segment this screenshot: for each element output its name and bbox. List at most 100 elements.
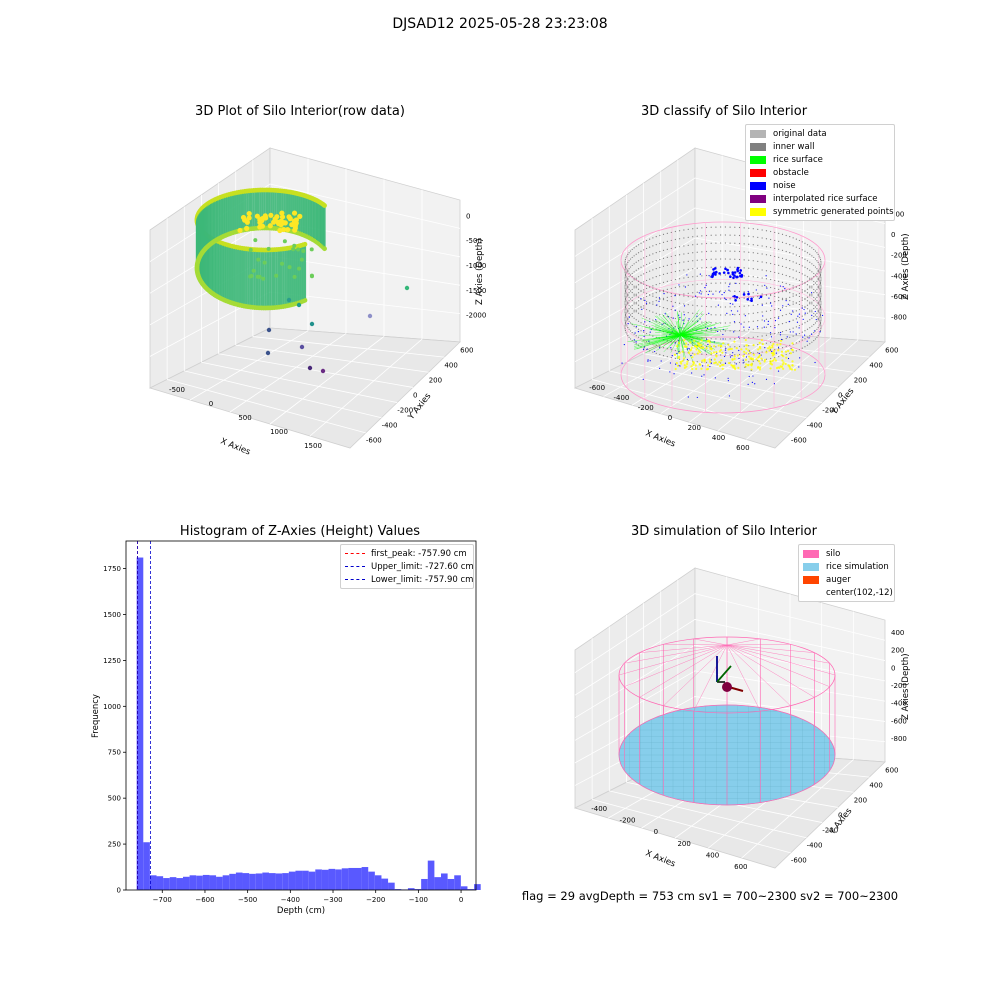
inner-wall-point (628, 284, 630, 286)
symmetric-point (782, 367, 785, 370)
symmetric-point (733, 340, 736, 343)
symmetric-point (763, 360, 766, 363)
inner-wall-point (814, 306, 817, 308)
inner-wall-point (820, 324, 822, 326)
inner-wall-point (659, 282, 661, 285)
inner-wall-point (643, 297, 645, 299)
inner-wall-point (643, 241, 645, 243)
inner-wall-point (820, 276, 822, 278)
inner-wall-point (818, 325, 820, 327)
inner-wall-point (814, 258, 817, 260)
noise-point (709, 276, 711, 278)
inner-wall-point (811, 271, 813, 273)
y-tick-label: 200 (429, 377, 442, 385)
inner-wall-point (692, 228, 694, 230)
inner-wall-point (770, 357, 772, 360)
noise-point (777, 370, 780, 372)
inner-wall-point (637, 284, 640, 286)
symmetric-point (692, 363, 695, 366)
inner-wall-point (729, 354, 731, 356)
inner-wall-point (626, 269, 628, 271)
inner-wall-point (659, 298, 661, 301)
inner-wall-point (798, 308, 801, 311)
inner-wall-point (743, 337, 745, 339)
rice-surface-point (679, 324, 700, 336)
inner-wall-point (683, 253, 685, 255)
symmetric-point (712, 351, 716, 354)
symmetric-point (695, 345, 698, 349)
noise-point (725, 298, 727, 301)
inner-wall-point (631, 323, 633, 326)
noise-point (688, 318, 690, 320)
noise-point (771, 350, 773, 353)
inner-wall-point (804, 306, 806, 308)
inner-wall-point (643, 273, 645, 275)
symmetric-point (777, 366, 780, 369)
inner-wall-point (640, 306, 642, 308)
inner-wall-point (687, 276, 689, 278)
inner-wall-point (652, 335, 654, 337)
inner-wall-point (724, 290, 726, 292)
grid-line (235, 344, 429, 373)
symmetric-point (685, 365, 688, 368)
inner-wall-point (629, 258, 632, 260)
inner-wall-point (655, 252, 657, 254)
inner-wall-point (820, 268, 822, 270)
inner-wall-point (804, 290, 806, 292)
inner-wall-point (678, 310, 681, 312)
surface-point (262, 260, 267, 265)
inner-wall-point (692, 312, 694, 314)
inner-wall-point (625, 331, 627, 333)
inner-wall-point (816, 268, 818, 270)
inner-wall-point (798, 263, 801, 266)
inner-wall-point (809, 301, 811, 303)
symmetric-point (731, 358, 734, 361)
symmetric-point (791, 342, 794, 345)
inner-wall-point (724, 234, 726, 236)
inner-wall-point (652, 253, 654, 255)
inner-wall-point (781, 273, 784, 275)
noise-point (714, 377, 716, 379)
noise-cluster-point (734, 298, 737, 302)
silo-roof-line (726, 638, 761, 646)
symmetric-point (779, 365, 782, 368)
histogram-bar (229, 873, 236, 890)
inner-wall-point (798, 348, 801, 351)
symmetric-point (690, 365, 693, 368)
inner-wall-point (781, 233, 784, 235)
y-tick-label: 600 (885, 347, 898, 355)
inner-wall-point (687, 244, 689, 246)
inner-wall-point (820, 296, 822, 298)
inner-wall-point (652, 319, 654, 321)
noise-point (705, 284, 707, 286)
inner-wall-point (795, 310, 797, 312)
noise-point (674, 309, 676, 311)
noise-point (725, 347, 727, 350)
x-tick-label: −400 (281, 896, 300, 904)
inner-wall-point (696, 361, 698, 363)
symmetric-point (708, 340, 711, 343)
symmetric-point (788, 365, 791, 369)
inner-wall-point (816, 296, 818, 298)
noise-point (654, 350, 656, 353)
z-tick-label: -500 (466, 237, 482, 245)
noise-cluster-point (724, 267, 727, 271)
inner-wall-point (645, 295, 648, 298)
inner-wall-point (705, 361, 708, 364)
symmetric-point (713, 345, 716, 348)
inner-wall-point (729, 274, 731, 276)
histogram-bar (394, 889, 402, 890)
noise-point (679, 316, 681, 319)
histogram-bar (275, 873, 283, 890)
noise-point (786, 336, 788, 338)
inner-wall-point (649, 246, 651, 248)
noise-point (678, 284, 680, 286)
inner-wall-point (640, 242, 642, 244)
inner-wall-point (752, 252, 754, 254)
inner-wall-point (643, 347, 645, 349)
noise-point (732, 352, 734, 354)
inner-wall-point (626, 309, 628, 311)
inner-wall-point (643, 265, 645, 267)
inner-wall-point (662, 355, 665, 357)
inner-wall-point (624, 290, 627, 293)
